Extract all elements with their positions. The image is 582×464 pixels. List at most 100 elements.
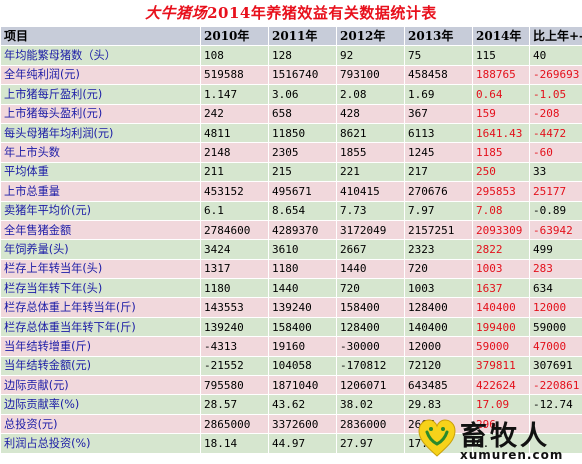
- value-cell: 495671: [268, 181, 337, 202]
- value-cell: 25177: [529, 181, 582, 202]
- value-cell: -1.05: [529, 84, 582, 105]
- value-cell: 140400: [404, 316, 473, 338]
- value-cell: 793100: [336, 64, 405, 86]
- table-row: 上市总重量 453152 495671 410415 270676 295853 25177: [0, 181, 582, 202]
- row-label: 栏存总体重当年转下年(斤): [0, 316, 201, 338]
- value-cell: 59000: [529, 316, 582, 338]
- value-cell: 59000: [472, 336, 530, 357]
- value-cell: 2822: [472, 239, 530, 260]
- value-cell: 0.64: [472, 84, 530, 105]
- value-cell: 128400: [336, 316, 405, 338]
- table-row: 边际贡献(元) 795580 1871040 1206071 643485 422624-…: [0, 375, 582, 396]
- value-cell: 1440: [268, 278, 337, 299]
- value-cell: 1317: [200, 258, 269, 280]
- value-cell: 2836000: [336, 413, 405, 435]
- value-cell: 296: [472, 413, 530, 435]
- value-cell: 33: [529, 161, 582, 183]
- value-cell: 72120: [404, 355, 473, 377]
- value-cell: -63942: [529, 219, 582, 241]
- table-row: 当年结转增重(斤) -4313 19160 -30000 12000 59000 47000: [0, 336, 582, 357]
- value-cell: 6.: [472, 433, 530, 454]
- row-label: 卖猪年平均价(元): [0, 200, 201, 221]
- value-cell: 6113: [404, 122, 473, 144]
- value-cell: 283: [529, 258, 582, 280]
- value-cell: 428: [336, 103, 405, 124]
- value-cell: 379811: [472, 355, 530, 377]
- table-row: 栏存总体重上年转当年(斤) 143553 139240 158400 128400 140…: [0, 297, 582, 318]
- value-cell: 12000: [529, 297, 582, 318]
- value-cell: 3.06: [268, 84, 337, 105]
- value-cell: 44.97: [268, 433, 337, 454]
- row-label: 上市总重量: [0, 181, 201, 202]
- table-row: 年均能繁母猪数（头） 108 128 92 75 115 40: [0, 45, 582, 66]
- value-cell: 1855: [336, 142, 405, 163]
- value-cell: 2784600: [200, 219, 269, 241]
- row-label: 全年纯利润(元): [0, 64, 201, 86]
- value-cell: 188765: [472, 64, 530, 86]
- value-cell: 634: [529, 278, 582, 299]
- row-label: 每头母猪年均利润(元): [0, 122, 201, 144]
- header-cell: 项目: [0, 25, 201, 47]
- table-title: 大牛猪场2014年养猪效益有关数据统计表: [0, 0, 582, 26]
- value-cell: -0.89: [529, 200, 582, 221]
- value-cell: 92: [336, 45, 405, 66]
- value-cell: 643485: [404, 375, 473, 396]
- value-cell: 1871040: [268, 375, 337, 396]
- value-cell: 295853: [472, 181, 530, 202]
- header-cell: 2014年: [472, 25, 530, 47]
- value-cell: 115: [472, 45, 530, 66]
- header-cell: 比上年+-: [529, 25, 582, 47]
- value-cell: 128: [268, 45, 337, 66]
- title-brand: 大牛猪场: [145, 4, 208, 22]
- value-cell: -12.74: [529, 394, 582, 415]
- row-label: 年上市头数: [0, 142, 201, 163]
- value-cell: 720: [336, 278, 405, 299]
- value-cell: 2148: [200, 142, 269, 163]
- row-label: 边际贡献(元): [0, 375, 201, 396]
- value-cell: 108: [200, 45, 269, 66]
- value-cell: 1.69: [404, 84, 473, 105]
- value-cell: 1641.43: [472, 122, 530, 144]
- watermark-domain: xumuren.com: [460, 448, 564, 462]
- value-cell: 367: [404, 103, 473, 124]
- header-cell: 2013年: [404, 25, 473, 47]
- value-cell: 128400: [404, 297, 473, 318]
- row-label: 栏存上年转当年(头): [0, 258, 201, 280]
- row-label: 年均能繁母猪数（头）: [0, 45, 201, 66]
- table-row: 全年纯利润(元) 519588 1516740 793100 458458 188765-…: [0, 64, 582, 86]
- value-cell: 658: [268, 103, 337, 124]
- value-cell: 29.83: [404, 394, 473, 415]
- heart-logo-icon: [418, 419, 456, 457]
- watermark-name: 畜牧人: [460, 421, 550, 452]
- value-cell: -220861: [529, 375, 582, 396]
- row-label: 利润占总投资(%): [0, 433, 201, 454]
- value-cell: 18.14: [200, 433, 269, 454]
- value-cell: 250: [472, 161, 530, 183]
- value-cell: 3172049: [336, 219, 405, 241]
- value-cell: 158400: [336, 297, 405, 318]
- value-cell: 104058: [268, 355, 337, 377]
- value-cell: -269693: [529, 64, 582, 86]
- table-row: 总投资(元)2865000337260028360002667296: [0, 413, 582, 435]
- value-cell: 2.08: [336, 84, 405, 105]
- value-cell: -4313: [200, 336, 269, 357]
- value-cell: 1.147: [200, 84, 269, 105]
- value-cell: 211: [200, 161, 269, 183]
- value-cell: 7.08: [472, 200, 530, 221]
- value-cell: 2093309: [472, 219, 530, 241]
- value-cell: 158400: [268, 316, 337, 338]
- row-label: 上市猪每斤盈利(元): [0, 84, 201, 105]
- value-cell: 307691: [529, 355, 582, 377]
- row-label: 栏存总体重上年转当年(斤): [0, 297, 201, 318]
- value-cell: -21552: [200, 355, 269, 377]
- value-cell: 215: [268, 161, 337, 183]
- table-header-row: 项目 2010年 2011年 2012年 2013年 2014年 比上年+-: [0, 25, 582, 47]
- value-cell: 453152: [200, 181, 269, 202]
- value-cell: 1440: [336, 258, 405, 280]
- value-cell: 720: [404, 258, 473, 280]
- value-cell: 11850: [268, 122, 337, 144]
- value-cell: 43.62: [268, 394, 337, 415]
- value-cell: 242: [200, 103, 269, 124]
- value-cell: 38.02: [336, 394, 405, 415]
- value-cell: [529, 413, 582, 435]
